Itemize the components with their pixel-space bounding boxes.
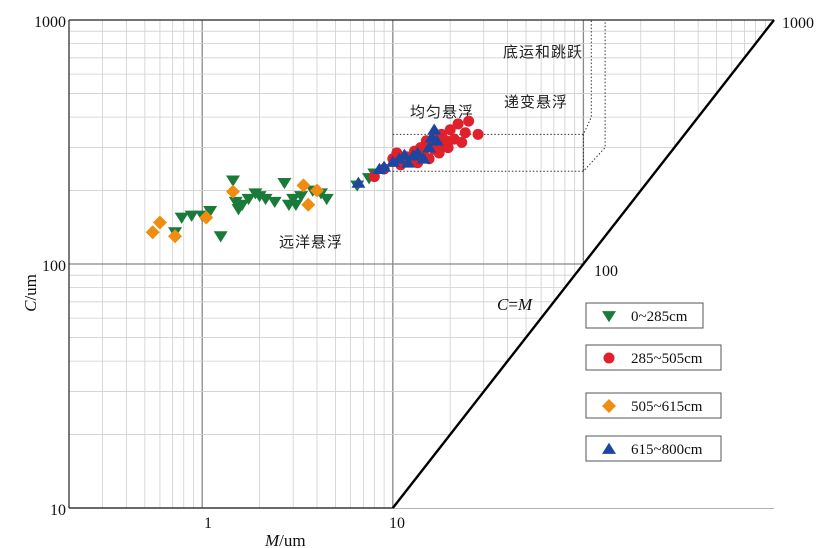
data-point-series-3-8 [410,146,425,158]
data-point-series-0-9 [235,199,250,211]
data-point-series-0-2 [184,210,199,222]
zone-label-rolling: 底运和跳跃 [503,43,583,61]
legend-box-0 [585,302,704,329]
diag-tick-label-1000: 1000 [782,15,814,32]
data-point-series-0-22 [319,193,334,206]
legend-marker-0-285cm [602,311,616,323]
y-tick-label-100: 100 [42,258,66,275]
diag-tick-label-100: 100 [594,263,618,280]
zone-boundary-graded [392,20,606,172]
data-point-series-2-2 [168,229,183,244]
legend-symbol-2 [602,399,616,413]
data-point-series-0-17 [286,193,301,206]
below-diagonal-mask [392,15,814,508]
data-point-series-3-10 [422,141,437,153]
y-axis-title-var: C [21,300,40,312]
grid [68,15,814,509]
zone-label-uniform: 均匀悬浮 [410,103,474,121]
data-point-series-0-1 [174,212,189,224]
data-point-series-0-14 [267,196,282,209]
y-tick-label-10: 10 [50,502,66,519]
data-point-series-0-6 [225,175,240,187]
data-point-series-0-5 [213,231,228,243]
data-point-series-3-13 [429,134,444,146]
x-axis-title-var: M [264,531,280,548]
data-point-series-2-7 [309,183,324,198]
x-tick-label-10: 10 [389,515,405,532]
legend-label-285-505cm: 285~505cm [631,351,703,367]
x-axis-title-unit: /um [279,531,305,548]
legend-symbol-3 [602,442,616,454]
data-point-series-1-23 [452,118,464,130]
c-equals-m-line [391,19,775,509]
legend-symbol-0 [602,311,616,323]
data-point-series-0-4 [203,206,218,218]
data-point-series-3-3 [385,155,400,167]
axes [68,19,775,509]
diagonal-label-m: M [517,295,533,314]
data-point-series-1-24 [456,136,468,148]
data-point-series-0-12 [252,191,267,203]
data-point-series-2-3 [199,210,214,225]
data-point-series-0-7 [228,196,243,209]
y-axis-title-unit: /um [21,274,40,300]
data-points [145,115,484,244]
zone-boundary-uniform [392,20,592,135]
data-point-series-0-19 [294,191,309,203]
data-point-series-3-12 [427,123,442,135]
data-point-series-2-1 [152,215,167,230]
legend-label-615-800cm: 615~800cm [631,442,703,458]
data-point-series-1-21 [444,124,456,136]
data-point-series-2-4 [225,184,240,199]
y-tick-label-1000: 1000 [34,14,66,31]
data-point-series-0-10 [241,193,256,206]
y-axis-title: C/um [21,274,40,312]
diagonal-label-c: C [497,295,509,314]
data-point-series-0-13 [258,193,273,206]
zone-label-graded: 递变悬浮 [504,93,568,111]
legend: 0~285cm 285~505cm 505~615cm 615~800cm [585,302,722,462]
x-axis-title: M/um [264,531,306,548]
data-point-series-3-9 [416,152,431,164]
data-point-series-3-6 [400,156,415,168]
legend-marker-615-800cm [602,442,616,454]
legend-marker-285-505cm [603,352,615,364]
data-point-series-2-6 [301,197,316,212]
x-tick-label-1: 1 [204,515,212,532]
data-point-series-0-18 [288,199,303,211]
data-point-series-1-27 [472,128,484,140]
diagonal-label: C=M [497,295,533,314]
zone-label-pelagic: 远洋悬浮 [279,233,343,251]
diagonal-label-eq: = [508,295,518,314]
data-point-series-1-25 [459,127,471,139]
data-point-series-0-15 [277,177,292,190]
data-point-series-3-2 [377,160,392,172]
data-point-series-1-26 [463,115,475,127]
zone-boundaries [392,20,606,172]
data-point-series-3-0 [351,176,366,188]
legend-label-0-285cm: 0~285cm [631,309,688,325]
data-point-series-2-0 [145,225,160,240]
legend-symbol-1 [603,352,615,364]
data-point-series-1-20 [442,142,454,154]
data-point-series-2-5 [296,178,311,193]
legend-marker-505-615cm [602,399,616,413]
legend-label-505-615cm: 505~615cm [631,399,703,415]
